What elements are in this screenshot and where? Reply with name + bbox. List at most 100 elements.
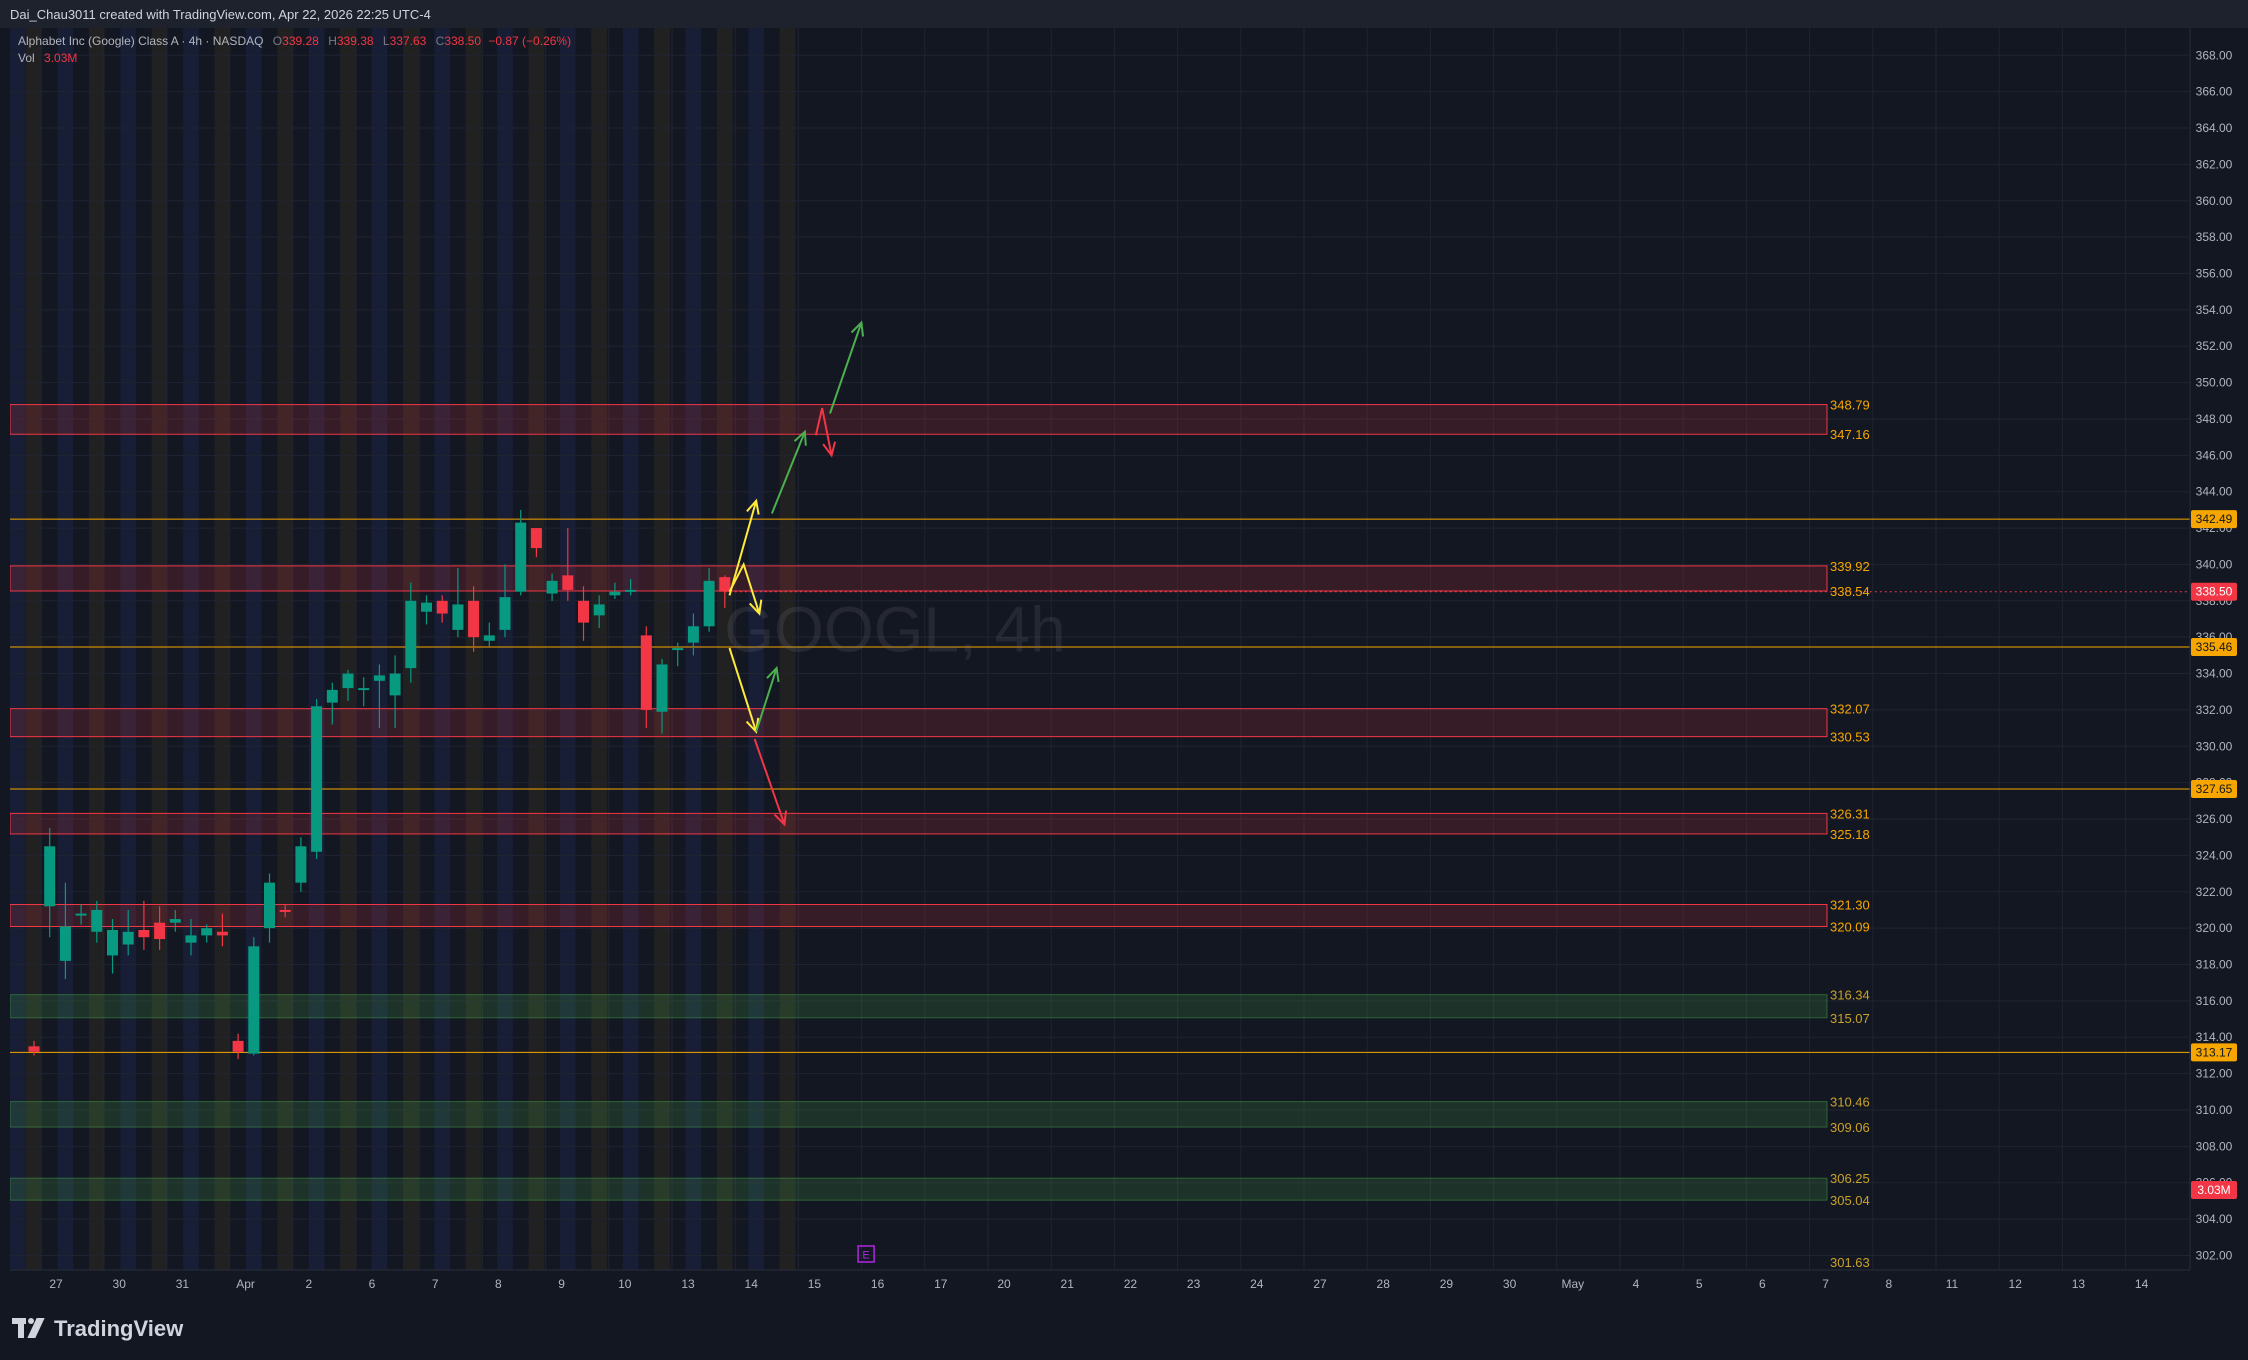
price-tick-label: 308.00	[2196, 1139, 2233, 1153]
candle-body	[232, 1040, 244, 1052]
projection-path	[755, 667, 778, 733]
legend-open: 339.28	[282, 34, 319, 48]
projection-arrowhead	[850, 320, 865, 337]
zone-price-label: 305.04	[1830, 1193, 1870, 1208]
candle-body	[405, 600, 417, 669]
candle-body	[672, 648, 684, 651]
session-band	[277, 28, 294, 1270]
price-tick-label: 354.00	[2196, 303, 2233, 317]
resistance-zone	[10, 903, 1828, 927]
session-band	[88, 28, 105, 1270]
price-tick-label: 346.00	[2196, 448, 2233, 462]
session-band	[748, 28, 765, 1270]
candle-body	[185, 935, 197, 943]
candle-body	[358, 688, 370, 691]
zone-price-label: 339.92	[1830, 559, 1870, 574]
candle-body	[483, 635, 495, 641]
projection-path	[728, 500, 758, 596]
candle-body	[75, 913, 87, 916]
time-tick-label: Apr	[236, 1277, 255, 1291]
price-axis-badge-label: 342.49	[2196, 512, 2233, 526]
price-axis-badge-label: 313.17	[2196, 1045, 2233, 1059]
legend-vol-label: Vol	[18, 51, 35, 65]
candle-body	[515, 522, 527, 592]
price-tick-label: 330.00	[2196, 739, 2233, 753]
session-band	[10, 28, 26, 1270]
time-tick-label: 5	[1696, 1277, 1703, 1291]
tradingview-brand[interactable]: TradingView	[12, 1316, 183, 1342]
zone-price-label: 306.25	[1830, 1171, 1870, 1186]
zone-price-label: 332.07	[1830, 702, 1870, 717]
session-band	[120, 28, 137, 1270]
time-tick-label: 9	[558, 1277, 565, 1291]
chart-pane[interactable]: GOOGL, 4h E 348.79 347.16 339.92 338.54 332.07…	[10, 28, 2238, 1300]
time-axis: 27 30 31 Apr 2 6 7 8 9 10 13 14 15 16 17 20 21 22 23 24 27 28…	[49, 1277, 2148, 1291]
candle-body	[719, 577, 731, 592]
time-axis-bg	[10, 1270, 2238, 1300]
session-band	[497, 28, 513, 1270]
session-band	[183, 28, 199, 1270]
price-tick-label: 362.00	[2196, 157, 2233, 171]
zones	[10, 404, 2190, 1201]
time-tick-label: 2	[305, 1277, 312, 1291]
price-tick-label: 364.00	[2196, 121, 2233, 135]
price-tick-label: 326.00	[2196, 812, 2233, 826]
tradingview-logo-icon	[12, 1318, 46, 1340]
zone-price-label: 309.06	[1830, 1120, 1870, 1135]
candle-body	[295, 846, 307, 883]
support-zone	[10, 1101, 1828, 1128]
price-tick-label: 312.00	[2196, 1067, 2233, 1081]
candle-body	[311, 706, 323, 852]
price-tick-label: 332.00	[2196, 703, 2233, 717]
candle-body	[546, 580, 558, 594]
legend-low-label: L	[382, 34, 390, 48]
legend-low: 337.63	[389, 34, 427, 48]
price-chart-svg[interactable]: GOOGL, 4h E 348.79 347.16 339.92 338.54 332.07…	[10, 28, 2238, 1300]
time-tick-label: 14	[2135, 1277, 2149, 1291]
time-tick-label: 27	[49, 1277, 63, 1291]
support-zone	[10, 1177, 1828, 1201]
legend-close-label: C	[435, 34, 445, 48]
projection-path	[829, 322, 863, 414]
candle-body	[452, 604, 464, 630]
session-band	[151, 28, 168, 1270]
price-axis-badge	[2191, 510, 2237, 529]
candle-body	[593, 604, 605, 616]
session-band	[371, 28, 388, 1270]
projection-arrowhead	[766, 665, 780, 683]
candle-body	[625, 589, 637, 592]
session-band	[340, 28, 356, 1270]
candle-body	[122, 931, 134, 945]
candle-body	[609, 591, 621, 596]
time-tick-label: 16	[871, 1277, 885, 1291]
projection-path	[753, 738, 786, 825]
zone-price-label: 320.09	[1830, 919, 1870, 934]
legend-close: 338.50	[444, 34, 482, 48]
session-band	[434, 28, 451, 1270]
projection-arrowhead	[746, 498, 760, 515]
zone-price-label: 326.31	[1830, 806, 1870, 821]
zone-price-label: 301.63	[1830, 1255, 1870, 1270]
time-tick-label: 4	[1633, 1277, 1640, 1291]
candle-body	[436, 600, 448, 614]
price-axis: 368.00 366.00 364.00 362.00 360.00 358.00 356.…	[2191, 48, 2237, 1262]
projection-arrowhead	[822, 441, 837, 458]
brand-name: TradingView	[54, 1316, 184, 1341]
session-band	[622, 28, 639, 1270]
price-tick-label: 368.00	[2196, 48, 2233, 62]
zone-price-label: 330.53	[1830, 730, 1870, 745]
time-tick-label: 27	[1313, 1277, 1327, 1291]
candle-body	[28, 1046, 40, 1052]
earnings-marker-label: E	[862, 1250, 869, 1262]
time-tick-label: 23	[1187, 1277, 1201, 1291]
session-band	[26, 28, 42, 1270]
price-tick-label: 310.00	[2196, 1103, 2233, 1117]
candle-body	[373, 675, 385, 681]
resistance-zone	[10, 404, 1828, 435]
session-band	[245, 28, 262, 1270]
zone-price-label: 325.18	[1830, 827, 1870, 842]
support-zone	[10, 994, 1828, 1019]
price-tick-label: 304.00	[2196, 1212, 2233, 1226]
price-axis-badge	[2191, 637, 2237, 656]
time-tick-label: 6	[1759, 1277, 1766, 1291]
